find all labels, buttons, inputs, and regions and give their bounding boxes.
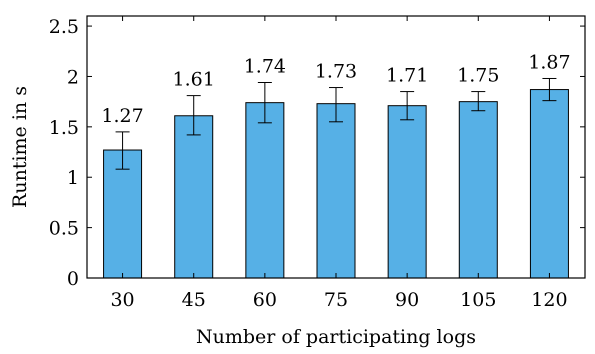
error-bar-30 — [115, 131, 130, 170]
bar-90 — [387, 105, 427, 279]
error-bars-group — [115, 77, 557, 170]
x-ticks-group: 30 45 60 75 90 105 120 — [110, 16, 568, 311]
data-label-60: 1.74 — [244, 56, 286, 78]
data-label-75: 1.73 — [315, 61, 357, 83]
error-bar-90 — [400, 91, 415, 121]
error-bar-75 — [329, 87, 343, 123]
x-tick-label-90: 90 — [395, 289, 419, 311]
bar-30 — [103, 149, 143, 279]
y-tick-label: 0 — [67, 268, 79, 290]
data-label-105: 1.75 — [457, 65, 499, 87]
y-ticks-group: 0 0.5 1 1.5 2 2.5 — [49, 16, 585, 290]
error-bar-45 — [186, 95, 201, 136]
y-axis-label: Runtime in s — [9, 86, 31, 208]
x-tick-label-45: 45 — [182, 289, 206, 311]
x-tick-label-105: 105 — [460, 289, 496, 311]
bar-45 — [174, 115, 214, 279]
x-tick-label-120: 120 — [531, 289, 567, 311]
y-tick-label: 0.5 — [49, 218, 79, 240]
y-tick-label: 1.5 — [49, 117, 79, 139]
data-label-90: 1.71 — [386, 65, 428, 87]
bar-60 — [245, 102, 285, 279]
x-tick-label-60: 60 — [253, 289, 277, 311]
bar-105 — [458, 101, 498, 279]
y-tick-label: 2.5 — [49, 16, 79, 38]
y-tick-label: 2 — [67, 66, 79, 88]
x-axis-label: Number of participating logs — [196, 326, 476, 348]
error-bar-120 — [542, 77, 557, 102]
x-tick-label-75: 75 — [324, 289, 348, 311]
x-tick-label-30: 30 — [110, 289, 134, 311]
bar-120 — [529, 89, 569, 279]
y-tick-label: 1 — [67, 167, 79, 189]
data-labels-group: 1.27 1.61 1.74 1.73 1.71 1.75 1.87 — [101, 51, 570, 126]
data-label-45: 1.61 — [173, 69, 215, 91]
data-label-30: 1.27 — [101, 105, 143, 127]
data-label-120: 1.87 — [528, 51, 570, 73]
bar-75 — [316, 103, 356, 279]
bars-group — [103, 89, 569, 279]
error-bar-60 — [257, 82, 272, 124]
error-bar-105 — [471, 91, 486, 112]
